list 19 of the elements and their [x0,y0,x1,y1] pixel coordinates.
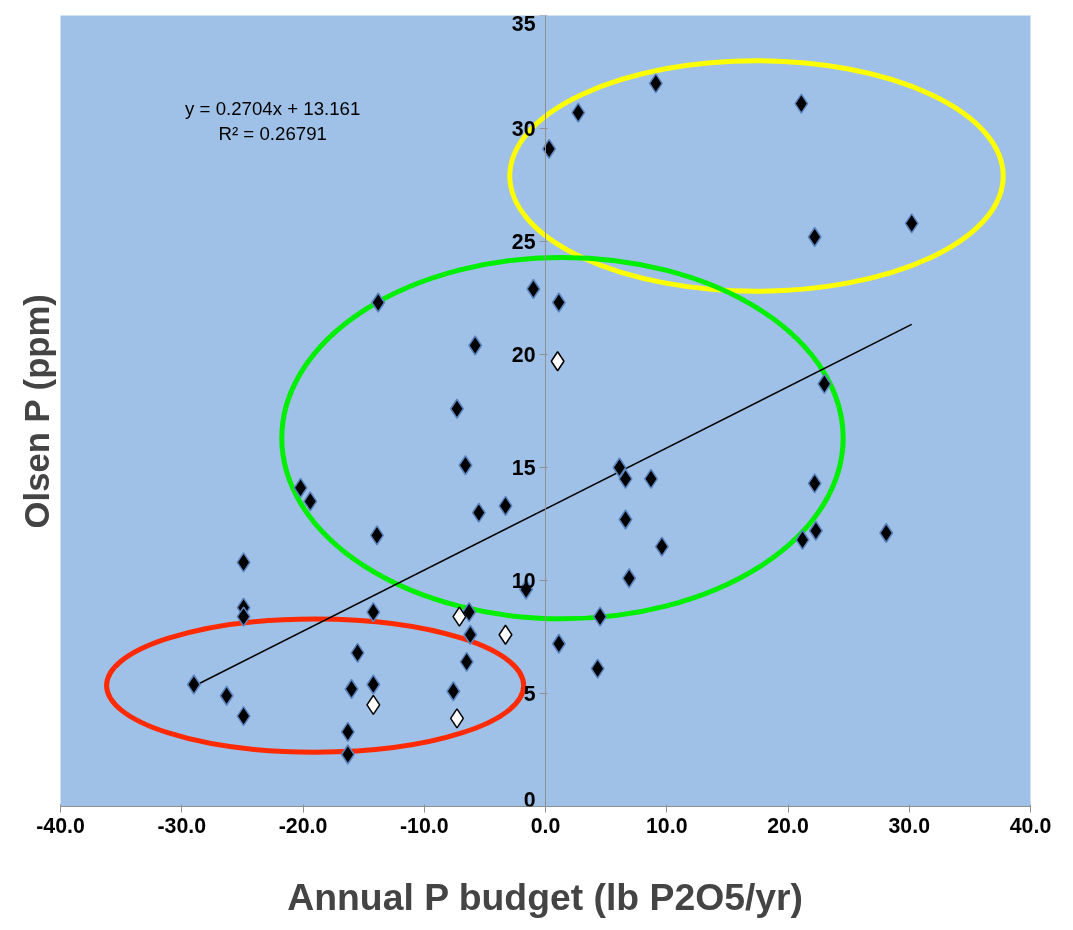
x-tick-label: 40.0 [1009,813,1052,838]
y-tick-label: 35 [511,11,536,36]
annotation: y = 0.2704x + 13.161 [185,97,361,119]
x-tick-label: -40.0 [36,813,85,838]
x-tick-label: 30.0 [888,813,931,838]
x-tick-label: -30.0 [157,813,207,838]
x-tick-label: 10.0 [645,813,688,838]
x-tick-label: -10.0 [399,813,449,838]
y-axis-title: Olsen P (ppm) [17,294,56,529]
y-tick-label: 20 [511,343,536,367]
y-tick-label: 15 [511,456,536,480]
x-tick-label: 0.0 [530,813,561,838]
y-tick-label: 0 [523,787,536,812]
annotation: R² = 0.26791 [218,122,327,144]
x-tick-label: 20.0 [767,813,809,838]
x-tick-label: -20.0 [278,813,328,838]
y-tick-label: 5 [523,682,536,706]
x-axis-title: Annual P budget (lb P2O5/yr) [287,875,804,918]
y-tick-label: 25 [511,230,536,254]
